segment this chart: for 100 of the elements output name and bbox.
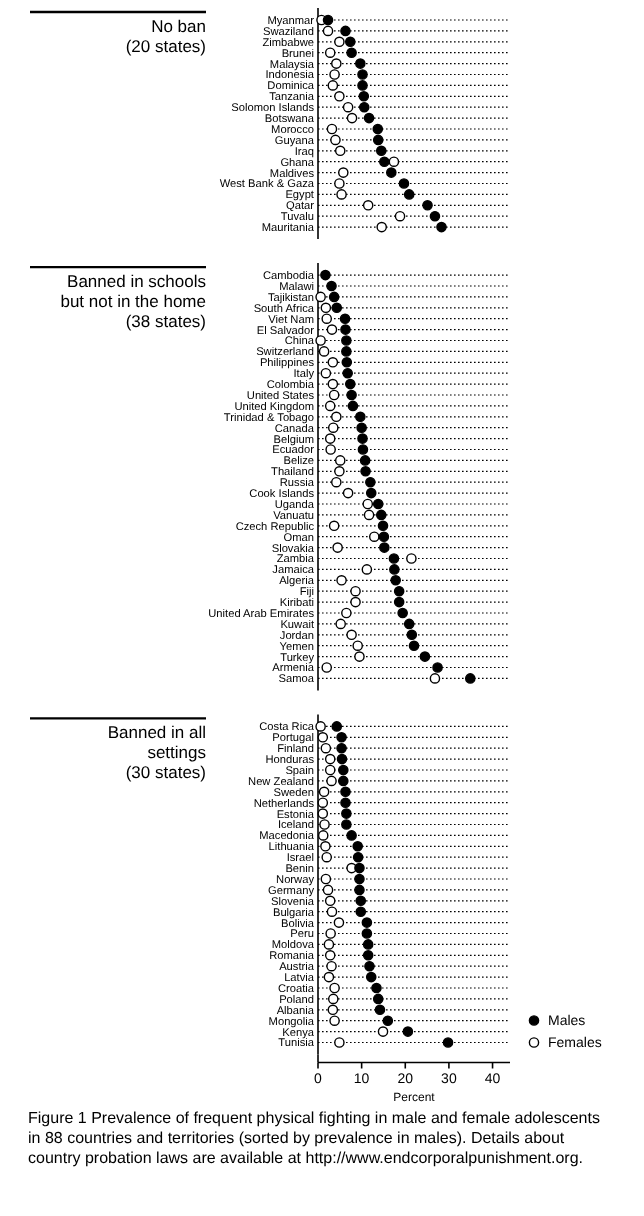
point xyxy=(340,324,351,335)
point xyxy=(320,742,332,754)
point xyxy=(359,455,371,466)
point xyxy=(331,58,342,69)
point xyxy=(320,841,331,852)
point xyxy=(393,596,405,608)
point xyxy=(327,422,339,433)
point xyxy=(326,280,337,292)
point xyxy=(331,721,343,732)
point xyxy=(361,928,373,939)
point xyxy=(358,101,370,113)
point xyxy=(338,764,349,776)
point xyxy=(379,542,390,553)
point xyxy=(371,982,382,994)
point xyxy=(320,873,332,885)
point xyxy=(328,520,340,532)
point xyxy=(324,433,336,444)
point xyxy=(329,982,340,994)
point xyxy=(354,884,365,896)
point xyxy=(368,531,380,542)
point xyxy=(326,775,337,787)
point xyxy=(361,564,373,575)
point xyxy=(341,335,352,346)
point xyxy=(389,564,400,575)
point xyxy=(334,91,345,102)
point xyxy=(355,906,367,917)
point xyxy=(372,993,384,1005)
point xyxy=(340,797,351,808)
point xyxy=(390,575,401,586)
point xyxy=(327,378,339,390)
point xyxy=(320,269,331,281)
point xyxy=(317,830,329,841)
point xyxy=(341,808,352,819)
point xyxy=(357,80,368,91)
point xyxy=(442,1037,454,1048)
point xyxy=(334,455,346,466)
point xyxy=(362,200,374,211)
point xyxy=(317,797,329,808)
point xyxy=(320,367,332,379)
point xyxy=(429,210,441,222)
point xyxy=(336,732,347,743)
point xyxy=(335,618,346,630)
point xyxy=(322,884,334,896)
point xyxy=(336,742,347,754)
point xyxy=(341,357,353,368)
point xyxy=(365,476,376,488)
point xyxy=(328,389,340,401)
text: Banned in all settings (30 states) xyxy=(107,722,207,783)
point xyxy=(422,200,433,211)
point xyxy=(329,1015,340,1026)
point xyxy=(346,389,357,401)
point xyxy=(334,36,345,48)
point xyxy=(321,851,333,863)
point xyxy=(341,346,352,357)
point xyxy=(315,291,326,303)
point xyxy=(355,411,366,423)
point xyxy=(365,487,377,499)
point xyxy=(317,808,329,819)
point xyxy=(360,466,371,477)
point xyxy=(378,531,390,542)
point xyxy=(352,640,364,651)
point xyxy=(324,400,336,412)
point xyxy=(432,662,443,673)
point xyxy=(464,673,476,684)
caption: Figure 1 Prevalence of frequent physical fighting in male and female adolescents in 88 countries and territories (sorted by prevalence in males). Details about country probation laws are available at http://www.endcorporalpunishment.org. xyxy=(28,1108,600,1167)
point xyxy=(372,123,384,135)
point xyxy=(382,1015,394,1026)
text: No ban (20 states) xyxy=(125,16,207,56)
point xyxy=(326,906,338,917)
point xyxy=(334,178,345,189)
point xyxy=(339,313,351,324)
point xyxy=(388,553,400,564)
point xyxy=(375,145,387,157)
point xyxy=(323,939,335,950)
point xyxy=(363,112,375,124)
point xyxy=(346,830,357,841)
point xyxy=(330,134,341,146)
point xyxy=(342,367,353,379)
point xyxy=(350,596,361,608)
point xyxy=(352,841,364,852)
point xyxy=(347,400,359,412)
point xyxy=(324,895,336,907)
point xyxy=(350,585,361,597)
point xyxy=(355,895,367,907)
point xyxy=(324,950,336,961)
point xyxy=(342,487,354,499)
text: Banned in schools but not in the home (38 states) xyxy=(60,271,207,332)
point xyxy=(365,971,377,983)
point xyxy=(336,189,347,200)
point xyxy=(402,1026,414,1037)
point xyxy=(372,498,384,510)
point xyxy=(379,156,390,167)
point xyxy=(325,444,336,455)
point xyxy=(397,607,408,619)
point xyxy=(356,422,367,433)
point xyxy=(377,1026,389,1037)
point xyxy=(326,960,337,972)
point xyxy=(327,1004,339,1016)
point xyxy=(357,433,368,444)
point xyxy=(338,167,349,178)
